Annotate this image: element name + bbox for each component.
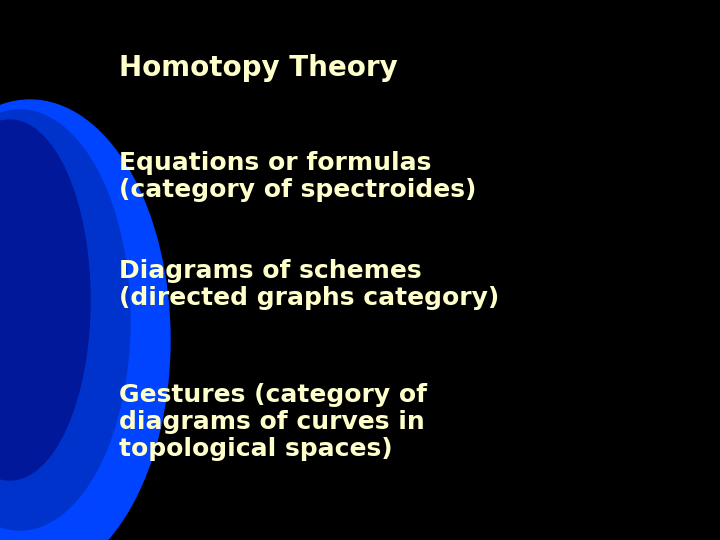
Ellipse shape xyxy=(0,120,90,480)
Ellipse shape xyxy=(0,110,130,530)
Ellipse shape xyxy=(0,100,170,540)
Text: Gestures (category of
diagrams of curves in
topological spaces): Gestures (category of diagrams of curves… xyxy=(119,383,427,461)
Text: Equations or formulas
(category of spectroides): Equations or formulas (category of spect… xyxy=(119,151,476,202)
Text: Diagrams of schemes
(directed graphs category): Diagrams of schemes (directed graphs cat… xyxy=(119,259,499,310)
Text: Homotopy Theory: Homotopy Theory xyxy=(119,54,397,82)
